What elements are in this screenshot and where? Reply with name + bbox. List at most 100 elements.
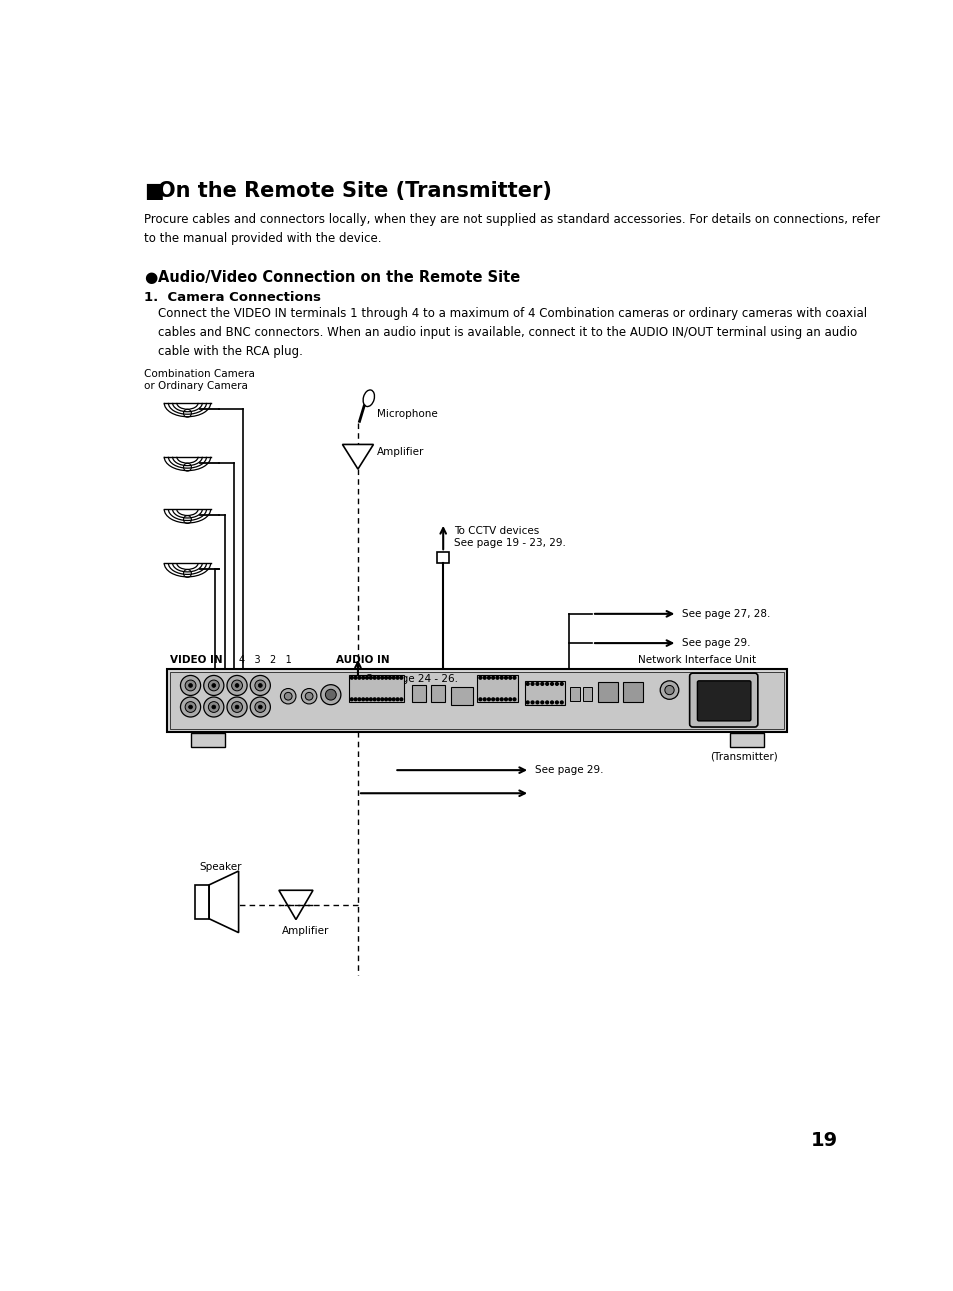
Circle shape xyxy=(508,676,511,679)
Circle shape xyxy=(258,683,262,687)
Circle shape xyxy=(185,680,195,691)
Text: See page 29.: See page 29. xyxy=(535,766,603,775)
Circle shape xyxy=(189,683,193,687)
FancyBboxPatch shape xyxy=(598,683,618,702)
Circle shape xyxy=(395,698,398,701)
Circle shape xyxy=(395,676,398,679)
Circle shape xyxy=(227,697,247,717)
Circle shape xyxy=(180,675,200,696)
Text: On the Remote Site (Transmitter): On the Remote Site (Transmitter) xyxy=(158,181,551,201)
Circle shape xyxy=(284,692,292,700)
Circle shape xyxy=(513,698,516,701)
Circle shape xyxy=(496,698,498,701)
Circle shape xyxy=(204,675,224,696)
FancyBboxPatch shape xyxy=(689,673,757,727)
Text: VIDEO IN: VIDEO IN xyxy=(170,656,222,665)
Circle shape xyxy=(350,676,353,679)
Circle shape xyxy=(212,705,215,709)
Circle shape xyxy=(550,701,553,704)
Circle shape xyxy=(508,698,511,701)
Circle shape xyxy=(365,698,368,701)
Circle shape xyxy=(357,676,360,679)
Text: To CCTV devices
See page 19 - 23, 29.: To CCTV devices See page 19 - 23, 29. xyxy=(454,525,565,547)
Circle shape xyxy=(254,680,266,691)
Circle shape xyxy=(354,698,356,701)
Text: See page 24 - 26.: See page 24 - 26. xyxy=(365,674,457,683)
Text: See page 29.: See page 29. xyxy=(681,638,750,648)
Text: (Transmitter): (Transmitter) xyxy=(709,751,777,762)
FancyBboxPatch shape xyxy=(431,686,444,702)
Circle shape xyxy=(487,698,490,701)
Circle shape xyxy=(531,683,534,686)
Circle shape xyxy=(399,698,402,701)
Circle shape xyxy=(540,683,543,686)
FancyBboxPatch shape xyxy=(171,671,783,728)
Circle shape xyxy=(388,698,391,701)
Text: Speaker: Speaker xyxy=(199,862,241,871)
Circle shape xyxy=(373,676,375,679)
Circle shape xyxy=(478,676,481,679)
Text: 1.  Camera Connections: 1. Camera Connections xyxy=(144,292,321,305)
Text: Audio/Video Connection on the Remote Site: Audio/Video Connection on the Remote Sit… xyxy=(158,270,519,285)
Circle shape xyxy=(483,676,485,679)
FancyBboxPatch shape xyxy=(582,687,592,701)
Circle shape xyxy=(496,676,498,679)
Circle shape xyxy=(487,676,490,679)
Text: 4   3   2   1: 4 3 2 1 xyxy=(239,656,292,665)
FancyBboxPatch shape xyxy=(167,669,786,732)
Circle shape xyxy=(305,692,313,700)
Circle shape xyxy=(189,705,193,709)
Circle shape xyxy=(369,698,372,701)
Circle shape xyxy=(325,689,335,700)
Circle shape xyxy=(555,701,558,704)
Circle shape xyxy=(504,698,507,701)
Circle shape xyxy=(232,680,242,691)
Circle shape xyxy=(361,676,364,679)
Circle shape xyxy=(227,675,247,696)
Circle shape xyxy=(478,698,481,701)
Circle shape xyxy=(499,698,502,701)
Circle shape xyxy=(540,701,543,704)
Circle shape xyxy=(380,698,383,701)
Circle shape xyxy=(526,701,529,704)
Circle shape xyxy=(531,701,534,704)
Text: Microphone: Microphone xyxy=(377,409,437,420)
Circle shape xyxy=(559,683,562,686)
Circle shape xyxy=(320,684,340,705)
FancyBboxPatch shape xyxy=(192,733,225,747)
FancyBboxPatch shape xyxy=(622,683,642,702)
Circle shape xyxy=(388,676,391,679)
Circle shape xyxy=(399,676,402,679)
Text: Connect the VIDEO IN terminals 1 through 4 to a maximum of 4 Combination cameras: Connect the VIDEO IN terminals 1 through… xyxy=(158,307,866,359)
Circle shape xyxy=(354,676,356,679)
Circle shape xyxy=(384,676,387,679)
Text: Combination Camera
or Ordinary Camera: Combination Camera or Ordinary Camera xyxy=(144,369,254,391)
FancyBboxPatch shape xyxy=(729,733,763,747)
Circle shape xyxy=(659,680,679,700)
Circle shape xyxy=(208,680,219,691)
Circle shape xyxy=(376,698,379,701)
FancyBboxPatch shape xyxy=(476,675,517,702)
Text: See page 27, 28.: See page 27, 28. xyxy=(681,609,769,618)
Circle shape xyxy=(204,697,224,717)
Text: Amplifier: Amplifier xyxy=(376,447,423,457)
Circle shape xyxy=(545,701,548,704)
Circle shape xyxy=(526,683,529,686)
Text: 19: 19 xyxy=(810,1131,837,1150)
Text: Network Interface Unit: Network Interface Unit xyxy=(638,656,756,665)
FancyBboxPatch shape xyxy=(348,675,404,702)
Circle shape xyxy=(280,688,295,704)
Circle shape xyxy=(392,698,395,701)
Circle shape xyxy=(301,688,316,704)
Circle shape xyxy=(492,676,494,679)
Circle shape xyxy=(250,675,270,696)
FancyBboxPatch shape xyxy=(570,687,579,701)
Circle shape xyxy=(499,676,502,679)
Circle shape xyxy=(208,701,219,713)
Circle shape xyxy=(258,705,262,709)
Circle shape xyxy=(180,697,200,717)
Circle shape xyxy=(492,698,494,701)
Circle shape xyxy=(380,676,383,679)
Circle shape xyxy=(555,683,558,686)
Text: ■: ■ xyxy=(144,181,164,201)
